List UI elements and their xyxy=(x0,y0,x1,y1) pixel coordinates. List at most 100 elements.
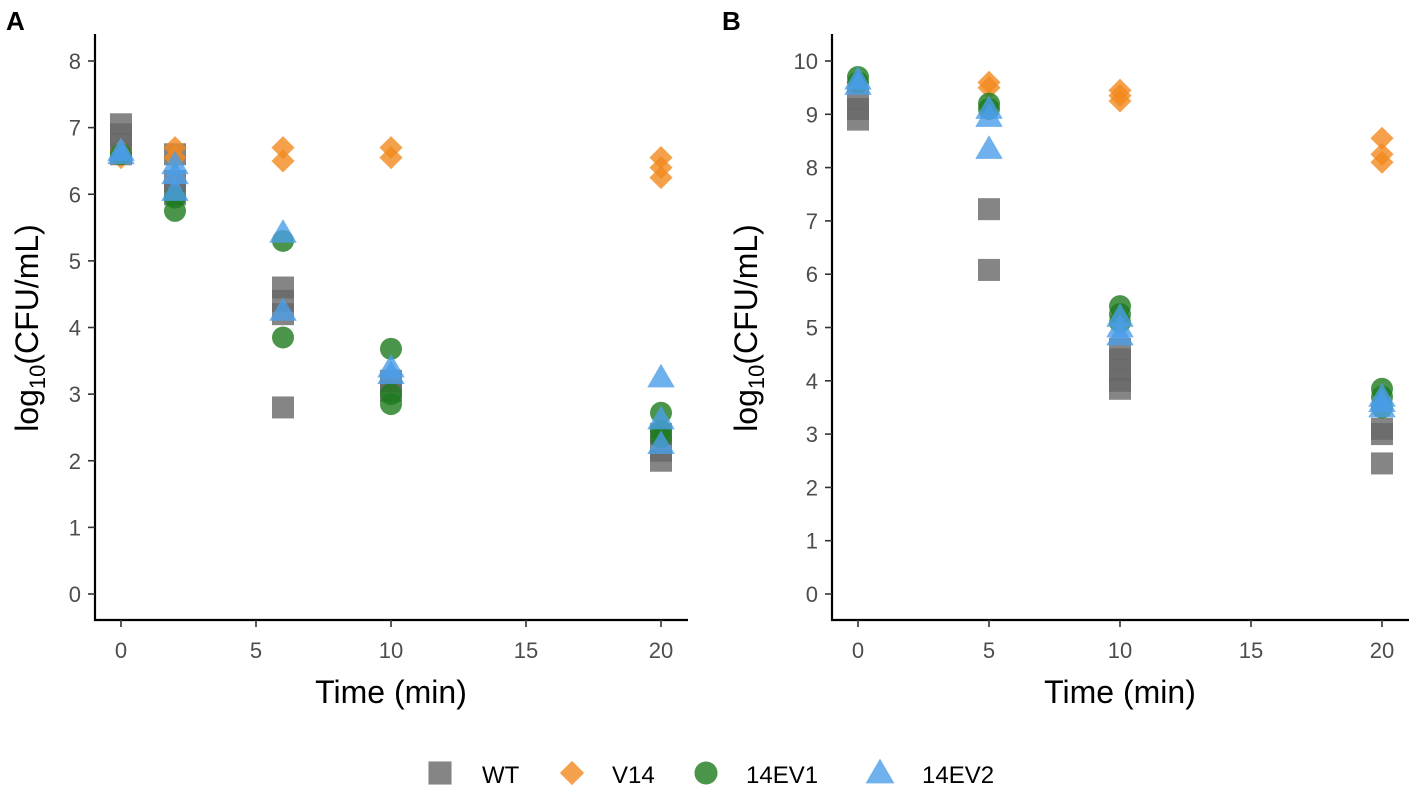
panel-b-x-axis-title: Time (min) xyxy=(1044,674,1196,710)
panel-a-point-14ev1-4 xyxy=(272,326,294,349)
panel-a-point-14ev1-5 xyxy=(380,337,402,360)
legend-symbol-wt xyxy=(428,761,452,785)
panel-b-y-tick-label-1: 1 xyxy=(806,529,818,554)
panel-a-y-title-sub: 10 xyxy=(25,365,50,389)
panel-a-point-14ev2-11 xyxy=(647,430,675,454)
panel-a-point-14ev1-2 xyxy=(164,199,186,222)
panel-b-x-tick-label-20: 20 xyxy=(1370,638,1394,663)
legend-label-14ev2: 14EV2 xyxy=(922,762,994,789)
panel-b-y-tick-label-7: 7 xyxy=(806,209,818,234)
panel-a-y-tick-label-4: 4 xyxy=(69,316,81,341)
panel-a-point-14ev2-8 xyxy=(377,360,405,385)
panel-a-y-tick-label-1: 1 xyxy=(69,515,81,540)
panel-a-point-14ev2-3 xyxy=(161,160,189,185)
panel-b-point-wt-4 xyxy=(978,258,1000,281)
panel-b-y-tick-label-5: 5 xyxy=(806,316,818,341)
panel-a-y-tick-label-5: 5 xyxy=(69,249,81,274)
panel-b-x-tick-label-5: 5 xyxy=(983,638,995,663)
panel-b-y-title-rest: (CFU/mL) xyxy=(728,224,764,364)
panel-b-y-tick-label-3: 3 xyxy=(806,422,818,447)
panel-b-x-tick-label-15: 15 xyxy=(1239,638,1263,663)
panel-a-x-tick-label-15: 15 xyxy=(514,638,538,663)
panel-b-y-tick-label-4: 4 xyxy=(806,369,818,394)
legend-key-v14 xyxy=(559,760,585,786)
panel-a-y-tick-label-2: 2 xyxy=(69,449,81,474)
legend-symbol-14ev1 xyxy=(694,761,718,785)
legend-key-wt xyxy=(428,761,452,785)
panel-b-point-v14-8 xyxy=(1370,150,1394,174)
panel-a-point-v14-4 xyxy=(271,136,295,160)
panel-b-letter: B xyxy=(722,6,741,36)
legend-item-v14: V14 xyxy=(559,760,655,789)
legend-item-14ev1: 14EV1 xyxy=(694,761,818,789)
panel-a-x-tick-label-5: 5 xyxy=(250,638,262,663)
panel-a-x-ticks: 0 5 10 15 20 xyxy=(115,620,673,663)
legend-symbol-14ev2 xyxy=(865,758,895,784)
panel-b-point-14ev2-3 xyxy=(975,103,1003,127)
panel-a-x-axis-title: Time (min) xyxy=(315,674,467,710)
panel-b-point-wt-12 xyxy=(1371,452,1393,475)
panel-b-x-tick-label-10: 10 xyxy=(1108,638,1132,663)
panel-b-y-tick-label-10: 10 xyxy=(794,49,818,74)
panel-b-point-wt-11 xyxy=(1371,423,1393,446)
panel-b-y-tick-label-8: 8 xyxy=(806,156,818,181)
panel-b-y-tick-label-9: 9 xyxy=(806,102,818,127)
panel-a-point-wt-15 xyxy=(650,449,672,472)
legend-item-14ev2: 14EV2 xyxy=(865,758,994,789)
panel-b-point-14ev2-7 xyxy=(1106,321,1134,346)
legend-label-14ev1: 14EV1 xyxy=(746,762,818,789)
panel-a-y-ticks: 0 1 2 3 4 5 6 7 8 xyxy=(69,49,95,607)
panel-a-y-axis-title: log10(CFU/mL) xyxy=(9,224,50,432)
panel-b-x-tick-label-0: 0 xyxy=(852,638,864,663)
legend-label-wt: WT xyxy=(482,762,520,789)
legend-symbol-v14 xyxy=(559,760,585,786)
panel-b-point-14ev2-1 xyxy=(844,71,872,95)
panel-b-point-14ev2-10 xyxy=(1368,393,1396,418)
panel-b-y-title-log: log xyxy=(728,389,764,432)
panel-b-y-title-sub: 10 xyxy=(744,365,769,389)
panel-b-point-wt-3 xyxy=(978,198,1000,221)
panel-a-point-14ev2-5 xyxy=(269,219,297,243)
panel-b-y-ticks: 0 1 2 3 4 5 6 7 8 9 10 xyxy=(794,49,832,607)
panel-b-x-ticks: 0 5 10 15 20 xyxy=(852,620,1394,663)
panel-a-y-tick-label-0: 0 xyxy=(69,582,81,607)
panel-a-y-tick-label-8: 8 xyxy=(69,49,81,74)
panel-a-marks xyxy=(107,113,675,472)
panel-a-y-tick-label-6: 6 xyxy=(69,182,81,207)
legend-item-wt: WT xyxy=(428,761,520,789)
panel-a-point-14ev2-10 xyxy=(647,405,675,430)
panel-a-letter: A xyxy=(6,6,25,36)
panel-b-point-v14-2 xyxy=(977,76,1001,100)
panel-a-point-v14-7 xyxy=(379,146,403,170)
panel-b-y-tick-label-0: 0 xyxy=(806,582,818,607)
legend-label-v14: V14 xyxy=(612,762,655,789)
legend: WT V14 14EV1 14EV2 xyxy=(428,758,994,789)
panel-a-point-14ev2-9 xyxy=(647,363,675,388)
panel-b-point-v14-5 xyxy=(1108,89,1132,113)
panel-b-y-axis-title: log10(CFU/mL) xyxy=(728,224,769,432)
panel-a-x-tick-label-0: 0 xyxy=(115,638,127,663)
panel-b-marks xyxy=(844,65,1396,475)
legend-key-14ev2 xyxy=(865,758,895,784)
panel-b-point-wt-9 xyxy=(1109,377,1131,400)
panel-b-point-14ev2-4 xyxy=(975,135,1003,159)
panel-b-y-tick-label-6: 6 xyxy=(806,262,818,287)
panel-a-x-tick-label-10: 10 xyxy=(379,638,403,663)
panel-a-y-title-rest: (CFU/mL) xyxy=(9,224,45,364)
panel-a-point-14ev2-4 xyxy=(161,177,189,201)
panel-a-point-v14-10 xyxy=(649,166,673,190)
panel-a-point-v14-5 xyxy=(271,149,295,173)
panel-b-y-tick-label-2: 2 xyxy=(806,475,818,500)
panel-b-point-v14-6 xyxy=(1370,126,1394,150)
panel-a-x-tick-label-20: 20 xyxy=(649,638,673,663)
panel-a-y-title-log: log xyxy=(9,389,45,432)
panel-a-point-14ev1-7 xyxy=(380,393,402,416)
panel-a-point-14ev2-6 xyxy=(269,297,297,321)
panel-a-y-tick-label-7: 7 xyxy=(69,116,81,141)
panel-a-point-wt-10 xyxy=(272,396,294,419)
panel-b-point-wt-2 xyxy=(847,108,869,131)
panel-a-y-tick-label-3: 3 xyxy=(69,382,81,407)
